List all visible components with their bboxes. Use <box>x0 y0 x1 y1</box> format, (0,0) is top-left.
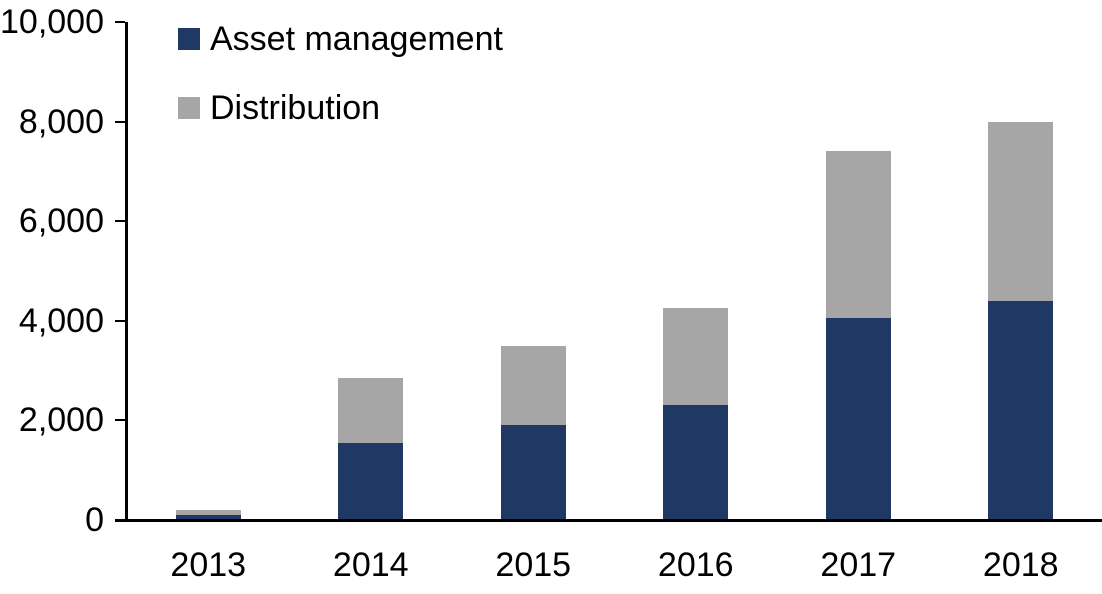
legend-label: Distribution <box>210 89 381 127</box>
bar-segment-distribution-2018 <box>988 121 1054 301</box>
bar-segment-asset-management-2013 <box>175 515 241 520</box>
y-tick-label: 0 <box>85 501 104 539</box>
bar-segment-distribution-2016 <box>663 308 729 406</box>
y-tick-mark <box>115 21 125 23</box>
bar-segment-asset-management-2015 <box>500 425 566 520</box>
legend-swatch-distribution <box>178 97 200 119</box>
x-axis-label-2015: 2015 <box>495 546 572 584</box>
y-tick-mark <box>115 220 125 223</box>
legend-label: Asset management <box>210 20 503 58</box>
x-axis-line <box>115 519 1102 522</box>
y-axis-line <box>125 22 128 521</box>
y-tick-label: 8,000 <box>18 102 104 141</box>
x-axis-label-2017: 2017 <box>820 546 897 584</box>
bar-segment-distribution-2013 <box>175 510 241 515</box>
bar-segment-asset-management-2018 <box>988 300 1054 520</box>
bar-segment-distribution-2017 <box>825 151 891 319</box>
y-tick-mark <box>115 419 125 422</box>
bar-segment-asset-management-2014 <box>338 442 404 520</box>
bar-segment-distribution-2014 <box>338 378 404 443</box>
bar-segment-distribution-2015 <box>500 345 566 426</box>
y-tick-label: 4,000 <box>18 301 104 340</box>
y-tick-mark <box>115 120 125 123</box>
legend-swatch-asset-management <box>178 28 200 50</box>
x-axis-label-2018: 2018 <box>982 546 1059 584</box>
y-tick-mark <box>115 319 125 322</box>
y-tick-label: 2,000 <box>18 401 104 440</box>
y-tick-label: 10,000 <box>0 3 104 41</box>
x-axis-label-2014: 2014 <box>332 546 409 584</box>
legend-item-distribution: Distribution <box>178 89 381 127</box>
y-tick-label: 6,000 <box>18 202 104 241</box>
bar-segment-asset-management-2017 <box>825 318 891 520</box>
x-axis-label-2013: 2013 <box>170 546 247 584</box>
x-axis-label-2016: 2016 <box>657 546 734 584</box>
legend-item-asset-management: Asset management <box>178 20 503 58</box>
bar-segment-asset-management-2016 <box>663 405 729 520</box>
